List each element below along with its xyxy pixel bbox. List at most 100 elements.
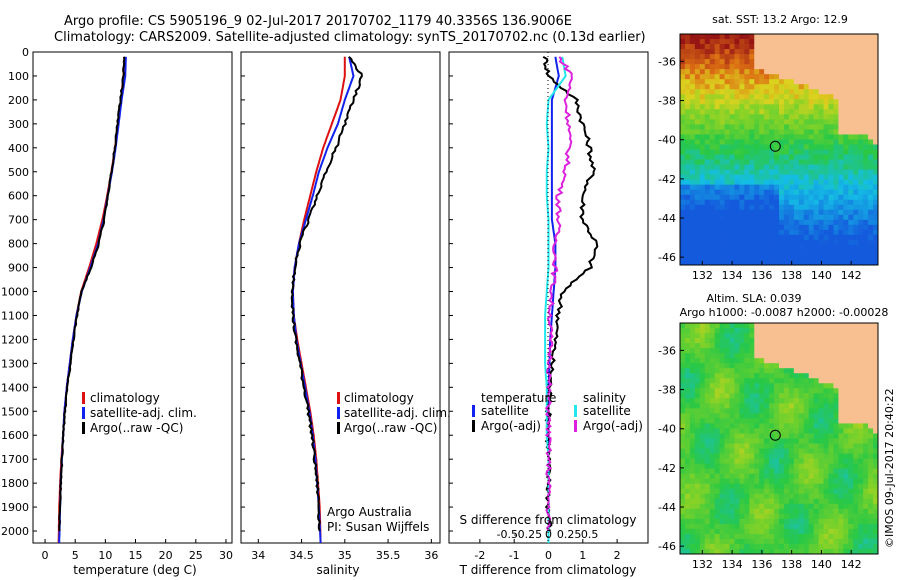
map-cell	[808, 548, 815, 555]
map-cell	[833, 224, 839, 231]
map-cell	[734, 179, 740, 186]
map-cell	[774, 249, 780, 256]
map-cell	[689, 189, 696, 196]
map-cell	[863, 64, 869, 70]
map-cell	[873, 89, 879, 95]
map-cell	[680, 418, 686, 424]
map-cell	[803, 543, 810, 550]
map-cell	[724, 124, 730, 130]
map-cell	[788, 189, 795, 196]
map-cell	[853, 239, 859, 246]
map-cell	[699, 189, 706, 196]
map-cell	[858, 503, 864, 510]
map-cell	[843, 368, 849, 374]
map-cell	[694, 323, 701, 329]
map-cell	[779, 124, 785, 130]
map-cell	[853, 388, 859, 394]
map-cell	[749, 119, 755, 125]
map-cell	[808, 328, 815, 334]
map-cell	[798, 443, 805, 449]
map-cell	[813, 204, 819, 211]
map-cell	[709, 503, 716, 510]
map-cell	[798, 149, 805, 155]
map-cell	[863, 249, 869, 256]
map-cell	[684, 543, 691, 550]
map-cell	[754, 398, 760, 404]
map-cell	[749, 159, 755, 165]
map-cell	[788, 488, 795, 495]
map-cell	[843, 463, 849, 470]
map-cell	[803, 204, 810, 211]
lat-tick-label: -46	[658, 251, 676, 264]
map-cell	[704, 548, 711, 555]
map-cell	[843, 418, 849, 424]
map-cell	[764, 199, 770, 206]
map-cell	[868, 418, 874, 424]
map-cell	[699, 323, 706, 329]
map-cell	[709, 204, 716, 211]
map-cell	[783, 438, 790, 444]
map-cell	[719, 209, 725, 216]
map-cell	[749, 403, 755, 409]
map-cell	[853, 528, 859, 535]
map-cell	[689, 478, 696, 485]
map-cell	[779, 129, 785, 135]
map-cell	[759, 338, 765, 344]
map-cell	[709, 49, 716, 55]
map-cell	[818, 194, 824, 201]
map-cell	[689, 119, 696, 125]
map-cell	[709, 54, 716, 60]
map-cell	[744, 403, 750, 409]
map-cell	[779, 368, 785, 374]
map-cell	[818, 478, 824, 485]
map-cell	[853, 259, 859, 266]
map-cell	[838, 54, 844, 60]
map-cell	[699, 159, 706, 165]
map-cell	[699, 438, 706, 444]
map-cell	[744, 453, 750, 459]
map-cell	[798, 548, 805, 555]
map-cell	[779, 169, 785, 176]
map-cell	[749, 493, 755, 500]
map-cell	[828, 393, 834, 399]
map-cell	[714, 159, 720, 165]
map-cell	[873, 169, 879, 176]
map-cell	[734, 49, 740, 55]
map-cell	[828, 408, 834, 414]
map-cell	[689, 413, 696, 419]
map-cell	[764, 398, 770, 404]
map-cell	[689, 164, 696, 170]
map-cell	[843, 164, 849, 170]
map-cell	[873, 483, 879, 490]
map-cell	[724, 483, 730, 490]
map-cell	[853, 548, 859, 555]
map-cell	[873, 214, 879, 221]
map-cell	[764, 129, 770, 135]
map-cell	[868, 49, 874, 55]
map-cell	[694, 259, 701, 266]
map-cell	[714, 523, 720, 530]
map-cell	[838, 239, 844, 246]
map-cell	[823, 209, 829, 216]
map-cell	[689, 533, 696, 540]
map-cell	[684, 259, 691, 266]
map-cell	[823, 498, 829, 505]
map-cell	[843, 79, 849, 85]
map-cell	[759, 453, 765, 459]
map-cell	[843, 433, 849, 439]
map-cell	[843, 443, 849, 449]
map-cell	[680, 159, 686, 165]
map-cell	[744, 463, 750, 470]
map-cell	[823, 129, 829, 135]
map-cell	[798, 383, 805, 389]
map-cell	[823, 353, 829, 359]
map-cell	[823, 199, 829, 206]
salinity-series	[290, 56, 363, 544]
map-cell	[803, 493, 810, 500]
map-cell	[828, 129, 834, 135]
map-cell	[848, 453, 854, 459]
map-cell	[833, 493, 839, 500]
map-cell	[689, 54, 696, 60]
map-cell	[788, 124, 795, 130]
map-cell	[823, 408, 829, 414]
